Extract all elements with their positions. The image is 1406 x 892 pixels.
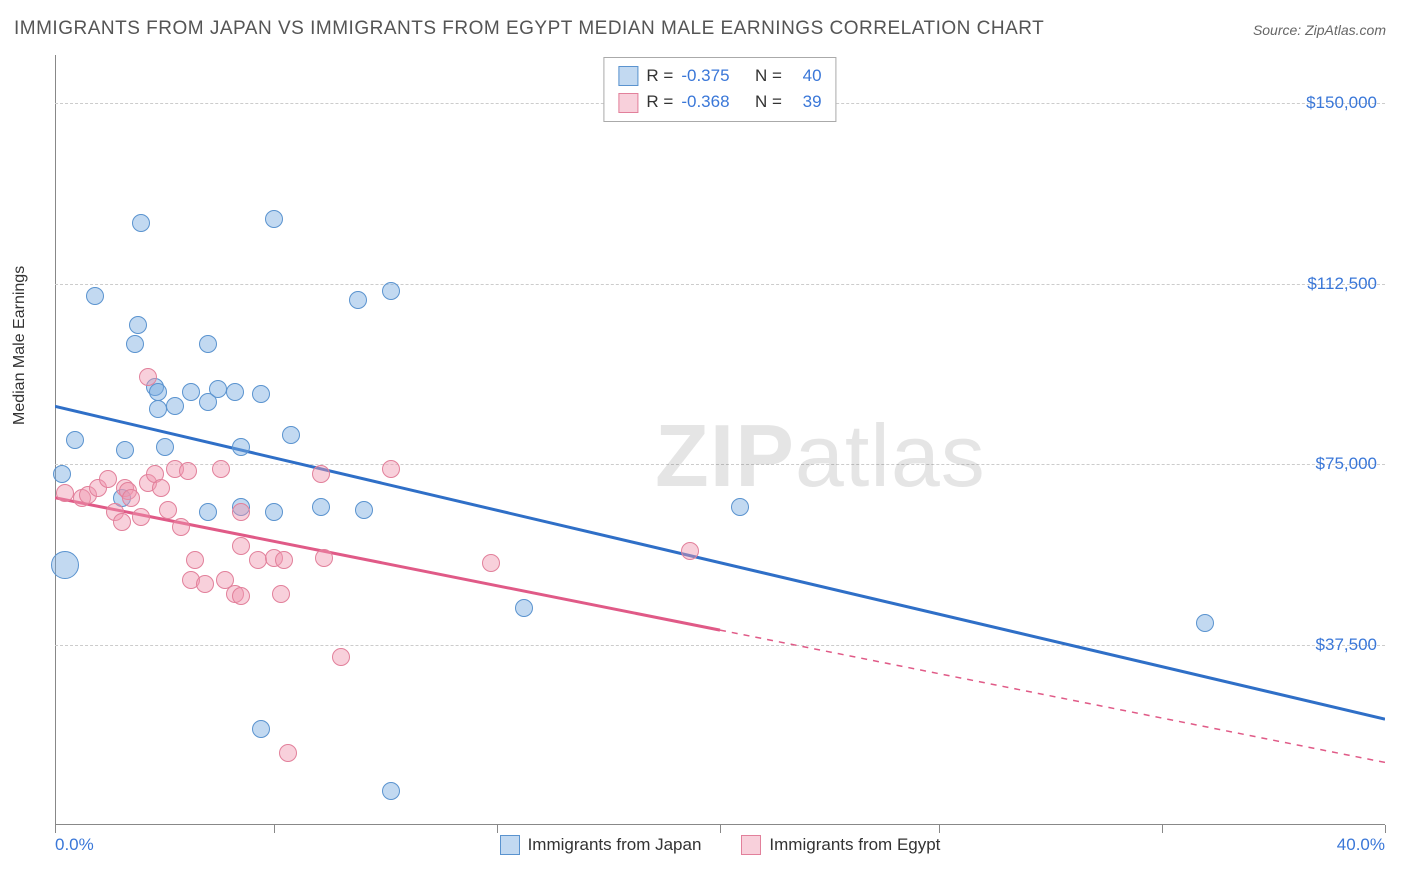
data-point-egypt: [681, 542, 699, 560]
y-axis-label: Median Male Earnings: [11, 266, 29, 425]
series-legend: Immigrants from Japan Immigrants from Egy…: [55, 835, 1385, 855]
data-point-japan: [66, 431, 84, 449]
data-point-japan: [515, 599, 533, 617]
data-point-japan: [86, 287, 104, 305]
data-point-japan: [252, 720, 270, 738]
data-point-japan: [199, 335, 217, 353]
data-point-japan: [265, 210, 283, 228]
x-tick: [1385, 825, 1386, 833]
data-point-japan: [232, 438, 250, 456]
data-point-japan: [116, 441, 134, 459]
x-tick: [497, 825, 498, 833]
data-point-japan: [149, 400, 167, 418]
n-label: N =: [755, 63, 782, 89]
legend-item-egypt: Immigrants from Egypt: [741, 835, 940, 855]
legend-swatch-japan: [500, 835, 520, 855]
x-tick: [55, 825, 56, 833]
data-point-egypt: [382, 460, 400, 478]
data-point-egypt: [56, 484, 74, 502]
data-point-japan: [129, 316, 147, 334]
x-tick: [274, 825, 275, 833]
data-point-japan: [312, 498, 330, 516]
data-point-japan: [166, 397, 184, 415]
data-point-egypt: [99, 470, 117, 488]
data-point-japan: [1196, 614, 1214, 632]
legend-label-egypt: Immigrants from Egypt: [769, 835, 940, 855]
trendlines-svg: [55, 55, 1385, 825]
swatch-egypt: [618, 93, 638, 113]
data-point-japan: [226, 383, 244, 401]
data-point-japan: [182, 383, 200, 401]
trendline-egypt-solid: [55, 498, 720, 630]
legend-item-japan: Immigrants from Japan: [500, 835, 702, 855]
data-point-egypt: [212, 460, 230, 478]
data-point-egypt: [172, 518, 190, 536]
chart-title: IMMIGRANTS FROM JAPAN VS IMMIGRANTS FROM…: [14, 18, 1044, 40]
data-point-egypt: [232, 587, 250, 605]
data-point-egypt: [279, 744, 297, 762]
data-point-egypt: [232, 503, 250, 521]
source-name: ZipAtlas.com: [1305, 22, 1386, 38]
data-point-japan: [126, 335, 144, 353]
data-point-japan: [282, 426, 300, 444]
swatch-japan: [618, 66, 638, 86]
r-label: R =: [646, 63, 673, 89]
egypt-r-value: -0.368: [681, 89, 729, 115]
legend-swatch-egypt: [741, 835, 761, 855]
legend-label-japan: Immigrants from Japan: [528, 835, 702, 855]
data-point-egypt: [113, 513, 131, 531]
data-point-egypt: [179, 462, 197, 480]
data-point-japan: [731, 498, 749, 516]
japan-n-value: 40: [803, 63, 822, 89]
data-point-japan: [132, 214, 150, 232]
data-point-japan: [355, 501, 373, 519]
data-point-egypt: [332, 648, 350, 666]
data-point-egypt: [249, 551, 267, 569]
data-point-japan: [382, 282, 400, 300]
data-point-egypt: [186, 551, 204, 569]
data-point-egypt: [275, 551, 293, 569]
data-point-egypt: [159, 501, 177, 519]
data-point-egypt: [139, 368, 157, 386]
legend-row-egypt: R = -0.368 N = 39: [618, 89, 821, 115]
correlation-legend: R = -0.375 N = 40 R = -0.368 N = 39: [603, 57, 836, 122]
source-prefix: Source:: [1253, 22, 1305, 38]
data-point-egypt: [152, 479, 170, 497]
data-point-egypt: [482, 554, 500, 572]
data-point-japan: [51, 551, 79, 579]
data-point-japan: [156, 438, 174, 456]
data-point-egypt: [132, 508, 150, 526]
x-tick: [720, 825, 721, 833]
legend-row-japan: R = -0.375 N = 40: [618, 63, 821, 89]
data-point-egypt: [232, 537, 250, 555]
data-point-japan: [53, 465, 71, 483]
data-point-japan: [199, 503, 217, 521]
source-credit: Source: ZipAtlas.com: [1253, 22, 1386, 38]
data-point-egypt: [312, 465, 330, 483]
data-point-egypt: [196, 575, 214, 593]
data-point-japan: [209, 380, 227, 398]
x-tick: [1162, 825, 1163, 833]
x-tick: [939, 825, 940, 833]
r-label: R =: [646, 89, 673, 115]
data-point-egypt: [315, 549, 333, 567]
egypt-n-value: 39: [803, 89, 822, 115]
data-point-egypt: [122, 489, 140, 507]
data-point-japan: [252, 385, 270, 403]
n-label: N =: [755, 89, 782, 115]
data-point-japan: [265, 503, 283, 521]
japan-r-value: -0.375: [681, 63, 729, 89]
data-point-japan: [382, 782, 400, 800]
data-point-japan: [349, 291, 367, 309]
data-point-egypt: [272, 585, 290, 603]
chart-plot-area: ZIPatlas R = -0.375 N = 40 R = -0.368 N …: [55, 55, 1385, 825]
